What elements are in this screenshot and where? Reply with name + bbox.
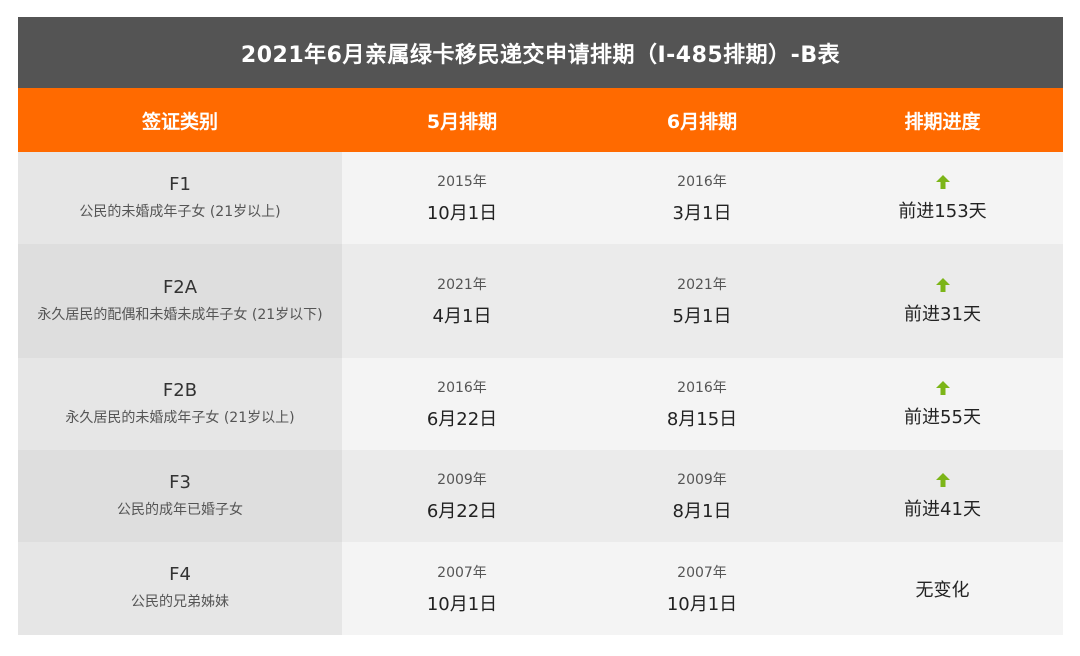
may-date: 10月1日 xyxy=(426,593,498,615)
progress-text: 前进31天 xyxy=(904,304,981,325)
progress-cell: 前进41天 xyxy=(822,450,1063,542)
category-description: 永久居民的未婚成年子女 (21岁以上) xyxy=(65,409,295,426)
june-year: 2016年 xyxy=(677,174,727,190)
up-arrow-icon xyxy=(935,278,950,292)
june-date: 3月1日 xyxy=(672,203,732,224)
june-date: 5月1日 xyxy=(672,306,732,327)
june-cell: 2009年 8月1日 xyxy=(582,450,822,542)
june-year: 2007年 xyxy=(677,564,727,581)
progress-text: 前进41天 xyxy=(904,499,981,520)
progress-text: 无变化 xyxy=(915,579,970,601)
may-cell: 2021年 4月1日 xyxy=(342,244,582,358)
may-date: 4月1日 xyxy=(432,306,492,327)
may-cell: 2007年 10月1日 xyxy=(342,542,582,635)
category-cell: F1 公民的未婚成年子女 (21岁以上) xyxy=(18,152,342,244)
table-row: F1 公民的未婚成年子女 (21岁以上) 2015年 10月1日 2016年 3… xyxy=(18,152,1063,244)
progress-cell: 无变化 xyxy=(822,542,1063,635)
may-cell: 2009年 6月22日 xyxy=(342,450,582,542)
may-year: 2016年 xyxy=(437,380,487,396)
may-year: 2007年 xyxy=(437,564,487,581)
june-year: 2009年 xyxy=(677,472,727,488)
may-date: 10月1日 xyxy=(426,203,498,224)
june-date: 8月1日 xyxy=(672,501,732,522)
header-category: 签证类别 xyxy=(141,110,218,133)
june-cell: 2016年 8月15日 xyxy=(582,358,822,450)
category-code: F4 xyxy=(169,564,191,585)
table-row: F2A 永久居民的配偶和未婚未成年子女 (21岁以下) 2021年 4月1日 2… xyxy=(18,244,1063,358)
may-cell: 2016年 6月22日 xyxy=(342,358,582,450)
table-row: F3 公民的成年已婚子女 2009年 6月22日 2009年 8月1日 前进41… xyxy=(18,450,1063,542)
up-arrow-icon xyxy=(935,473,950,487)
may-date: 6月22日 xyxy=(426,409,498,430)
june-date: 10月1日 xyxy=(666,593,738,615)
may-year: 2015年 xyxy=(437,174,487,190)
june-cell: 2021年 5月1日 xyxy=(582,244,822,358)
may-year: 2021年 xyxy=(437,277,487,293)
progress-cell: 前进153天 xyxy=(822,152,1063,244)
category-cell: F3 公民的成年已婚子女 xyxy=(18,450,342,542)
progress-cell: 前进55天 xyxy=(822,358,1063,450)
june-cell: 2007年 10月1日 xyxy=(582,542,822,635)
may-date: 6月22日 xyxy=(426,501,498,522)
category-cell: F4 公民的兄弟姊妹 xyxy=(18,542,342,635)
category-code: F3 xyxy=(169,471,191,493)
june-date: 8月15日 xyxy=(666,409,738,430)
table-title: 2021年6月亲属绿卡移民递交申请排期（I-485排期）-B表 xyxy=(18,17,1063,88)
category-code: F1 xyxy=(169,173,191,195)
progress-cell: 前进31天 xyxy=(822,244,1063,358)
header-june: 6月排期 xyxy=(666,110,738,133)
visa-bulletin-table: 2021年6月亲属绿卡移民递交申请排期（I-485排期）-B表 签证类别 5月排… xyxy=(18,17,1063,635)
progress-text: 前进55天 xyxy=(904,407,981,428)
category-cell: F2A 永久居民的配偶和未婚未成年子女 (21岁以下) xyxy=(18,244,342,358)
may-year: 2009年 xyxy=(437,472,487,488)
category-code: F2B xyxy=(162,379,198,401)
june-year: 2016年 xyxy=(677,380,727,396)
category-description: 公民的兄弟姊妹 xyxy=(131,594,229,610)
header-row: 签证类别 5月排期 6月排期 排期进度 xyxy=(18,88,1063,152)
category-description: 公民的未婚成年子女 (21岁以上) xyxy=(79,203,281,220)
progress-text: 前进153天 xyxy=(898,201,987,222)
header-may: 5月排期 xyxy=(426,110,498,133)
table-row: F4 公民的兄弟姊妹 2007年 10月1日 2007年 10月1日 无变化 xyxy=(18,542,1063,635)
category-code: F2A xyxy=(162,276,198,298)
category-description: 公民的成年已婚子女 xyxy=(117,501,243,518)
table-row: F2B 永久居民的未婚成年子女 (21岁以上) 2016年 6月22日 2016… xyxy=(18,358,1063,450)
category-cell: F2B 永久居民的未婚成年子女 (21岁以上) xyxy=(18,358,342,450)
up-arrow-icon xyxy=(935,175,950,189)
may-cell: 2015年 10月1日 xyxy=(342,152,582,244)
header-progress: 排期进度 xyxy=(904,110,981,133)
up-arrow-icon xyxy=(935,381,950,395)
category-description: 永久居民的配偶和未婚未成年子女 (21岁以下) xyxy=(37,306,323,323)
june-year: 2021年 xyxy=(677,277,727,293)
june-cell: 2016年 3月1日 xyxy=(582,152,822,244)
